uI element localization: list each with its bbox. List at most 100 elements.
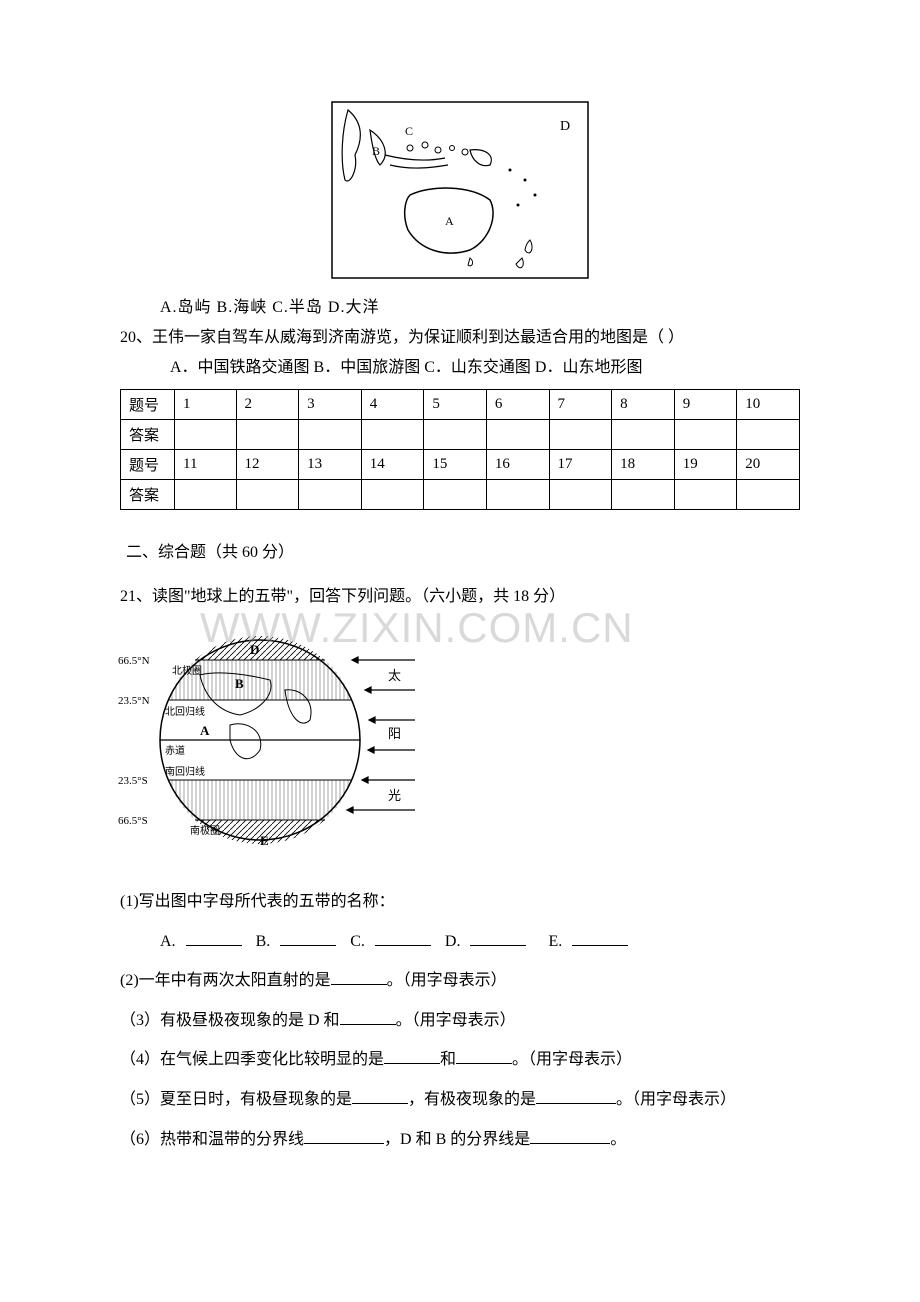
line-label: 南回归线 (165, 765, 205, 778)
zone-A: A (200, 723, 210, 738)
line-label: 北回归线 (165, 705, 205, 718)
sub5-a: （5）夏至日时，有极昼现象的是 (120, 1091, 352, 1108)
blank-A[interactable] (186, 930, 242, 946)
blank-sub4b[interactable] (456, 1048, 512, 1064)
row-label: 题号 (121, 450, 175, 480)
answer-cell[interactable] (612, 420, 675, 450)
answer-cell[interactable] (674, 420, 737, 450)
blank-D[interactable] (470, 930, 526, 946)
q19-options: A.岛屿 B.海峡 C.半岛 D.大洋 (120, 293, 800, 317)
answer-cell[interactable] (737, 480, 800, 510)
table-row: 答案 (121, 420, 800, 450)
zone-E: E (260, 833, 269, 848)
q21-sub3: （3）有极昼极夜现象的是 D 和 。（用字母表示） (120, 1008, 800, 1034)
map-label-D: D (560, 119, 570, 134)
num-cell: 6 (486, 390, 549, 420)
num-cell: 7 (549, 390, 612, 420)
answer-cell[interactable] (175, 480, 237, 510)
line-label: 北极圈 (172, 664, 202, 677)
line-label: 南极圈 (190, 824, 220, 837)
row-label: 题号 (121, 390, 175, 420)
section-2-title: 二、综合题（共 60 分） (126, 538, 800, 562)
blank-sub5a[interactable] (352, 1088, 408, 1104)
answer-cell[interactable] (486, 480, 549, 510)
q21-sub1-blanks: A. B. C. D. E. (120, 929, 800, 955)
label-D: D. (445, 933, 461, 950)
answer-cell[interactable] (424, 480, 487, 510)
answer-cell[interactable] (424, 420, 487, 450)
answer-cell[interactable] (674, 480, 737, 510)
num-cell: 8 (612, 390, 675, 420)
blank-sub4a[interactable] (384, 1048, 440, 1064)
answer-cell[interactable] (612, 480, 675, 510)
blank-sub6b[interactable] (530, 1128, 610, 1144)
blank-sub2[interactable] (331, 969, 387, 985)
num-cell: 4 (361, 390, 424, 420)
num-cell: 12 (236, 450, 299, 480)
num-cell: 11 (175, 450, 237, 480)
sub3-tail: 。（用字母表示） (396, 1012, 516, 1029)
num-cell: 10 (737, 390, 800, 420)
num-cell: 3 (299, 390, 362, 420)
answer-cell[interactable] (361, 420, 424, 450)
map-label-C: C (405, 124, 413, 138)
five-zones-svg: 66.5°N 23.5°N 23.5°S 66.5°S D B A E 北极圈 … (110, 620, 430, 860)
answer-cell[interactable] (175, 420, 237, 450)
num-cell: 18 (612, 450, 675, 480)
answer-cell[interactable] (737, 420, 800, 450)
blank-sub5b[interactable] (536, 1088, 616, 1104)
sub2-text: (2)一年中有两次太阳直射的是 (120, 972, 331, 989)
q21-sub1-stem: (1)写出图中字母所代表的五带的名称： (120, 889, 800, 915)
label-E: E. (548, 933, 562, 950)
label-A: A. (160, 933, 176, 950)
oceania-map-svg: B C D A (330, 100, 590, 280)
q21-sub2: (2)一年中有两次太阳直射的是 。（用字母表示） (120, 968, 800, 994)
line-label: 赤道 (165, 744, 185, 757)
lat-label: 23.5°S (118, 775, 148, 787)
lat-label: 66.5°N (118, 655, 150, 667)
answer-cell[interactable] (299, 480, 362, 510)
num-cell: 5 (424, 390, 487, 420)
q21-sub6: （6）热带和温带的分界线，D 和 B 的分界线是。 (120, 1127, 800, 1153)
answer-cell[interactable] (299, 420, 362, 450)
table-row: 题号 1 2 3 4 5 6 7 8 9 10 (121, 390, 800, 420)
sub3-text: （3）有极昼极夜现象的是 D 和 (120, 1012, 340, 1029)
num-cell: 9 (674, 390, 737, 420)
blank-C[interactable] (375, 930, 431, 946)
label-C: C. (350, 933, 365, 950)
num-cell: 14 (361, 450, 424, 480)
q19-map-figure: B C D A (120, 100, 800, 285)
answer-cell[interactable] (549, 420, 612, 450)
lat-label: 66.5°S (118, 815, 148, 827)
num-cell: 19 (674, 450, 737, 480)
blank-sub6a[interactable] (304, 1128, 384, 1144)
answer-cell[interactable] (236, 420, 299, 450)
blank-sub3[interactable] (340, 1009, 396, 1025)
sub4-mid: 和 (440, 1051, 456, 1068)
num-cell: 2 (236, 390, 299, 420)
sub4-a: （4）在气候上四季变化比较明显的是 (120, 1051, 384, 1068)
table-row: 题号 11 12 13 14 15 16 17 18 19 20 (121, 450, 800, 480)
sub5-mid: ，有极夜现象的是 (408, 1091, 536, 1108)
blank-E[interactable] (572, 930, 628, 946)
sub2-tail: 。（用字母表示） (387, 972, 507, 989)
sub6-a: （6）热带和温带的分界线 (120, 1131, 304, 1148)
sub6-mid: ，D 和 B 的分界线是 (384, 1131, 530, 1148)
answer-cell[interactable] (236, 480, 299, 510)
row-label: 答案 (121, 480, 175, 510)
sub5-tail: 。（用字母表示） (616, 1091, 736, 1108)
q21-sub4: （4）在气候上四季变化比较明显的是和。（用字母表示） (120, 1047, 800, 1073)
zone-B: B (235, 676, 244, 691)
lat-label: 23.5°N (118, 695, 150, 707)
answer-cell[interactable] (486, 420, 549, 450)
answer-cell[interactable] (549, 480, 612, 510)
table-row: 答案 (121, 480, 800, 510)
q21-sub5: （5）夏至日时，有极昼现象的是 ，有极夜现象的是 。（用字母表示） (120, 1087, 800, 1113)
map-label-A: A (445, 214, 454, 228)
q21-title: 21、读图"地球上的五带"，回答下列问题。（六小题，共 18 分） (120, 582, 800, 606)
q20-stem: 王伟一家自驾车从威海到济南游览，为保证顺利到达最适合用的地图是（ ） (152, 329, 684, 346)
answer-cell[interactable] (361, 480, 424, 510)
blank-B[interactable] (280, 930, 336, 946)
row-label: 答案 (121, 420, 175, 450)
sun-char: 光 (388, 788, 401, 803)
